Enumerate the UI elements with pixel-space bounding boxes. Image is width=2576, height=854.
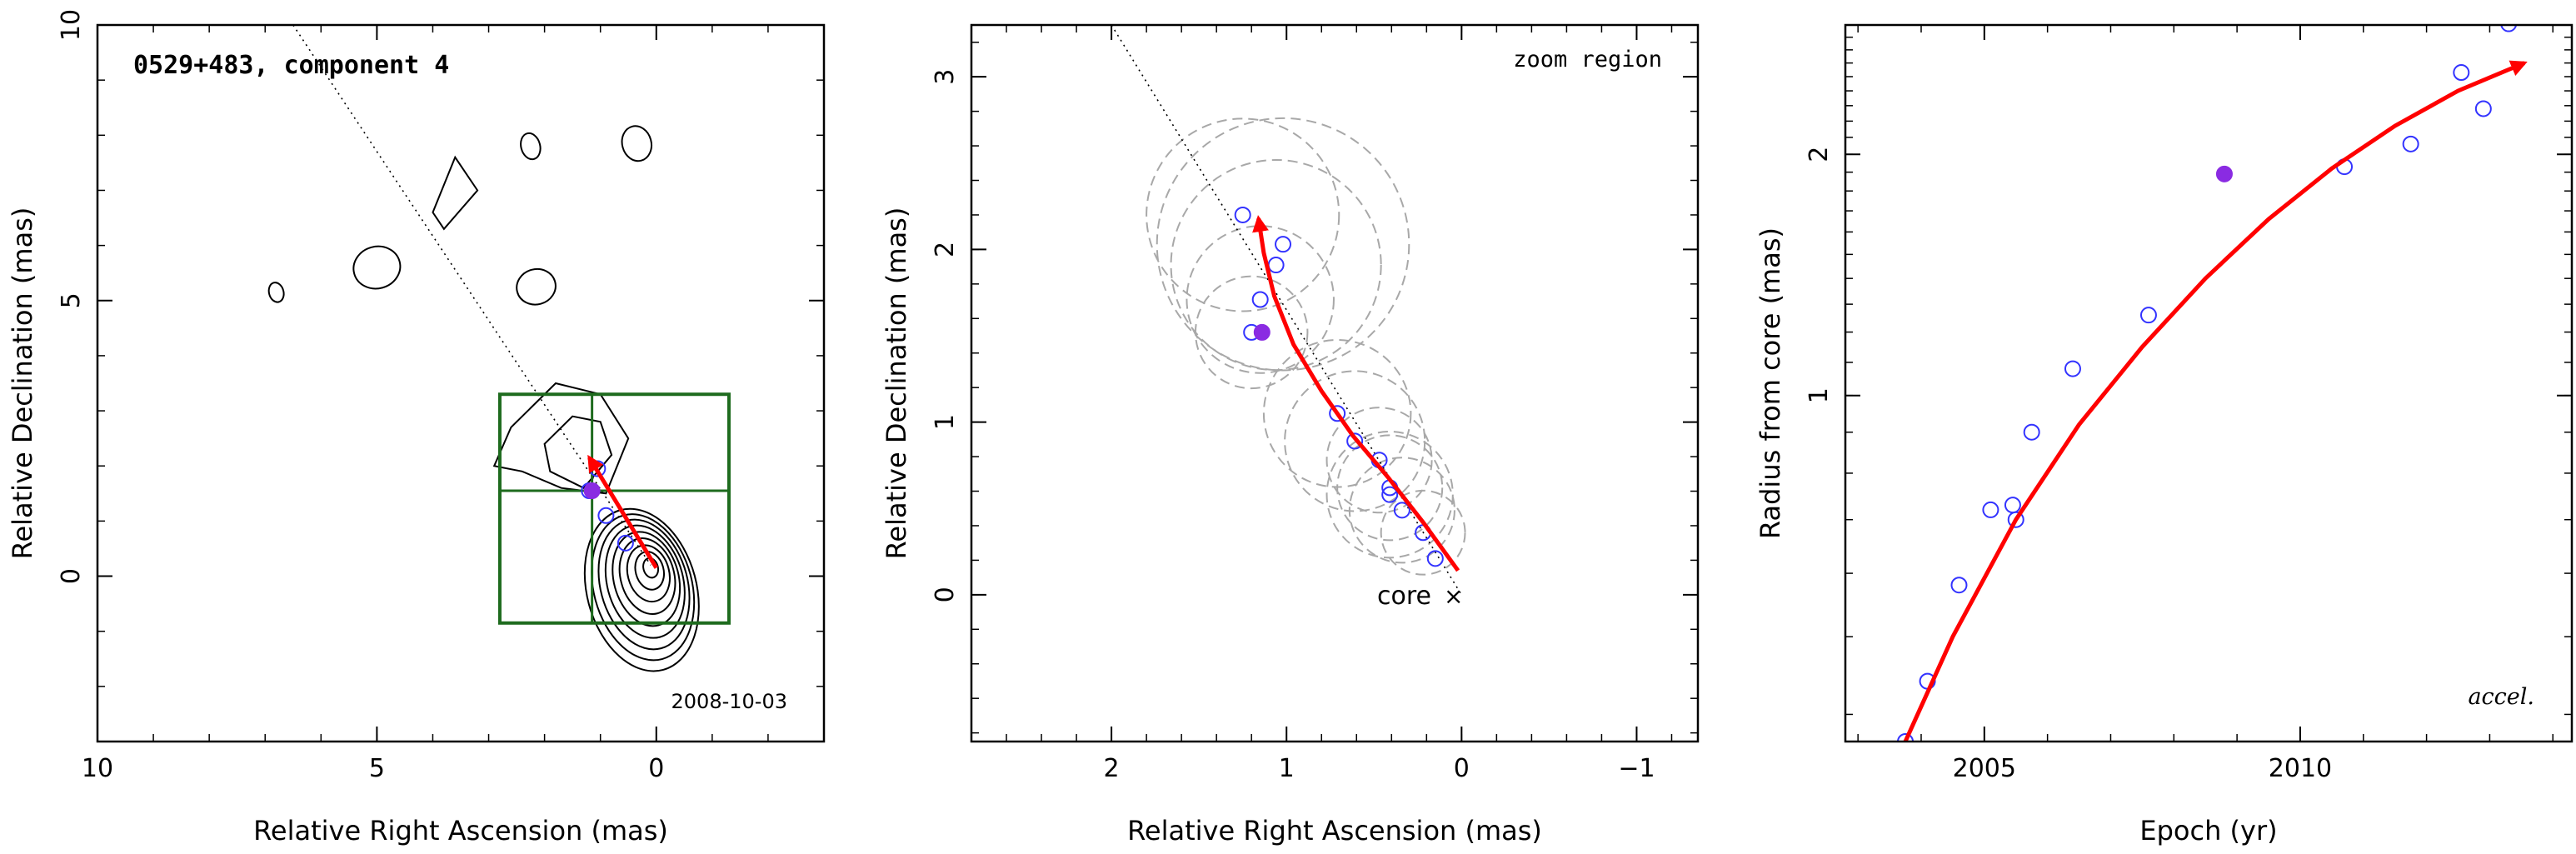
- data-point: [1982, 501, 1999, 518]
- y-tick-label: 2: [1805, 147, 1834, 162]
- data-point: [1897, 733, 1915, 742]
- core-marker: ×: [1444, 582, 1463, 610]
- data-point: [597, 507, 615, 524]
- data-point-filled: [1253, 323, 1271, 341]
- panel-radius-vs-epoch-plot-area: [1897, 25, 2528, 742]
- uncertainty-circle: [1170, 158, 1382, 372]
- contour: [432, 155, 479, 231]
- fit-arrow: [587, 454, 658, 569]
- data-point: [1251, 291, 1269, 308]
- y-tick-label: 3: [931, 69, 960, 85]
- x-tick-label: 0: [1454, 754, 1470, 783]
- panel-contour-map-plot-area: [267, 25, 731, 672]
- uncertainty-circle: [1348, 457, 1455, 564]
- data-point: [2007, 511, 2024, 528]
- uncertainty-circle: [1186, 225, 1335, 374]
- data-point: [617, 534, 634, 552]
- y-tick-label: 0: [931, 587, 960, 602]
- data-point: [1950, 577, 1968, 594]
- fit-curve: [1903, 60, 2528, 742]
- data-point: [2402, 135, 2419, 152]
- x-tick-label: 2: [1104, 754, 1120, 783]
- panel-radius-vs-epoch-annotation: accel.: [2468, 684, 2534, 710]
- panel-zoom-region-ticks: 2 1 0 −1 0 1 2 3: [931, 25, 1698, 783]
- x-tick-label: 10: [82, 754, 113, 783]
- panel-radius-vs-epoch-y-axis-label: Radius from core (mas): [1755, 227, 1786, 539]
- contour: [516, 267, 557, 306]
- data-point: [1346, 432, 1364, 450]
- panel-zoom-region-annotation: zoom region: [1513, 47, 1662, 72]
- contour: [352, 245, 402, 290]
- x-tick-label: −1: [1618, 754, 1655, 783]
- panel-zoom-region: 2 1 0 −1 0 1 2 3 zoom region core × Relative Ri…: [881, 23, 1700, 847]
- y-tick-label: 2: [931, 242, 960, 257]
- uncertainty-circle: [1194, 275, 1309, 390]
- core-label: core: [1377, 582, 1431, 611]
- uncertainty-circle: [1380, 489, 1466, 576]
- data-point: [2500, 25, 2518, 32]
- panel-radius-vs-epoch: 2005 2010 1 2 accel. Epoch (yr) Radius from…: [1755, 23, 2574, 847]
- panel-radius-vs-epoch-ticks: 2005 2010 1 2: [1805, 25, 2572, 783]
- contour: [520, 132, 542, 161]
- contour: [492, 382, 630, 495]
- panel-zoom-region-x-axis-label: Relative Right Ascension (mas): [1127, 815, 1542, 847]
- contour: [612, 531, 681, 627]
- panel-contour-map-title: 0529+483, component 4: [133, 51, 449, 80]
- x-tick-label: 0: [648, 754, 664, 783]
- data-point: [1275, 236, 1292, 253]
- x-tick-label: 5: [369, 754, 385, 783]
- data-point: [1234, 206, 1251, 223]
- data-point-filled: [2215, 165, 2233, 182]
- data-point: [1426, 550, 1444, 567]
- data-point: [2453, 64, 2470, 82]
- data-point-filled: [583, 482, 601, 499]
- data-point: [2139, 307, 2157, 324]
- panel-contour-map-date-label: 2008-10-03: [671, 690, 787, 713]
- uncertainty-circle: [1156, 117, 1410, 372]
- uncertainty-circle: [1336, 434, 1444, 542]
- panel-contour-map-ticks: 10 5 0 0 5 10: [57, 9, 825, 783]
- ridge-line: [292, 25, 651, 566]
- data-point: [2064, 360, 2081, 377]
- data-point: [1267, 257, 1285, 274]
- panel-radius-vs-epoch-x-axis-label: Epoch (yr): [2139, 815, 2277, 847]
- uncertainty-circle: [1284, 370, 1426, 512]
- data-point: [2004, 497, 2021, 514]
- panel-radius-vs-epoch-frame: [1844, 23, 2574, 743]
- x-tick-label: 2005: [1953, 754, 2016, 783]
- uncertainty-circle: [1146, 117, 1340, 312]
- contour: [267, 282, 285, 303]
- y-tick-label: 1: [931, 414, 960, 430]
- contour: [604, 524, 686, 639]
- panel-zoom-region-frame: [970, 23, 1700, 743]
- panel-contour-map: 10 5 0 0 5 10 0529+483, component 4 2008-10-0…: [7, 9, 826, 847]
- y-tick-label: 10: [57, 9, 86, 41]
- ridge-line: [1111, 25, 1462, 596]
- x-tick-label: 2010: [2269, 754, 2332, 783]
- panel-contour-map-y-axis-label: Relative Declination (mas): [7, 207, 38, 560]
- data-point: [1381, 486, 1399, 503]
- uncertainty-circle: [1325, 407, 1433, 514]
- x-tick-label: 1: [1279, 754, 1295, 783]
- fit-curve: [1252, 215, 1460, 572]
- data-point: [2474, 100, 2492, 117]
- panel-zoom-region-y-axis-label: Relative Declination (mas): [881, 207, 912, 560]
- data-point: [2023, 423, 2040, 441]
- panel-contour-map-frame: [96, 23, 826, 743]
- panel-contour-map-x-axis-label: Relative Right Ascension (mas): [253, 815, 668, 847]
- y-tick-label: 1: [1805, 387, 1834, 403]
- zoom-box: [497, 392, 731, 625]
- contour: [543, 415, 613, 489]
- y-tick-label: 0: [57, 568, 86, 584]
- data-point: [1393, 502, 1410, 519]
- contour: [621, 125, 653, 162]
- panel-zoom-region-plot-area: [1111, 25, 1466, 596]
- data-point: [1329, 405, 1346, 422]
- y-tick-label: 5: [57, 292, 86, 308]
